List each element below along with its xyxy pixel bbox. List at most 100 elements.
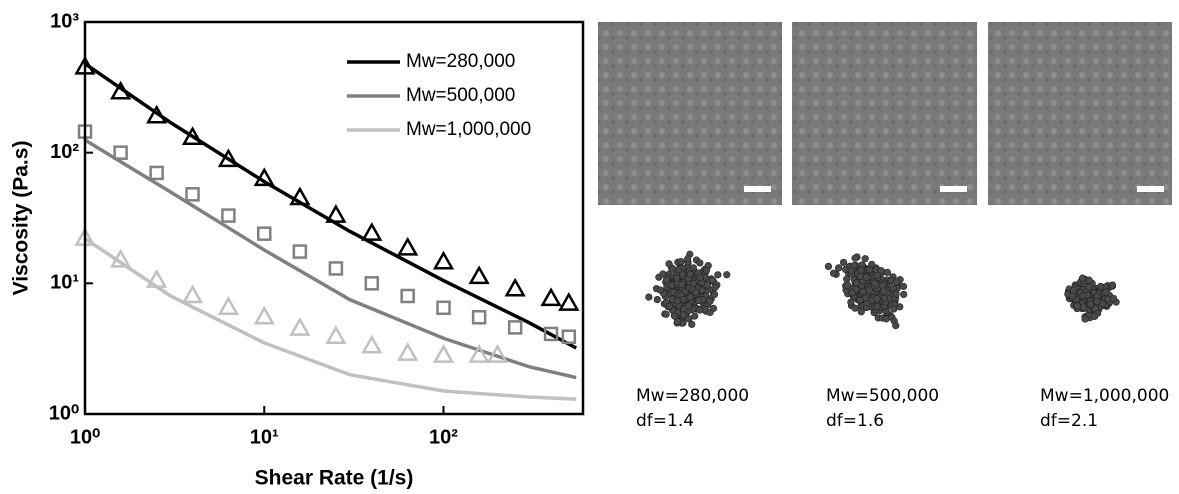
marker: [330, 262, 342, 274]
cluster-particle: [690, 280, 697, 287]
cluster-particle: [874, 303, 881, 310]
cluster-particle: [884, 269, 891, 276]
legend-label: Mw=280,000: [406, 51, 515, 72]
cluster-particle: [900, 283, 907, 290]
y-tick-label: 10³: [50, 10, 79, 32]
sem-image: [988, 22, 1172, 205]
cluster-particle: [866, 287, 873, 294]
cluster-particle: [1074, 303, 1081, 310]
cluster-particle: [684, 256, 691, 263]
cluster-particle: [654, 296, 661, 303]
scale-bar: [940, 186, 967, 192]
marker: [220, 299, 237, 314]
sem-image: [792, 22, 977, 205]
marker: [435, 347, 452, 362]
marker: [151, 167, 163, 179]
cluster-particle: [881, 295, 888, 302]
cluster-particle: [1091, 313, 1098, 320]
cluster-particle: [711, 291, 718, 298]
cluster-particle: [679, 281, 686, 288]
marker: [222, 210, 234, 222]
cluster-particle: [890, 306, 897, 313]
cluster-particle: [853, 280, 860, 287]
marker: [327, 207, 344, 222]
marker: [327, 328, 344, 343]
cluster-particle: [690, 265, 697, 272]
marker: [399, 345, 416, 360]
x-axis-label: Shear Rate (1/s): [255, 467, 414, 490]
marker: [115, 147, 127, 159]
marker: [438, 302, 450, 314]
y-tick-label: 10¹: [50, 272, 79, 294]
cluster-particle: [678, 258, 685, 265]
cluster: [1065, 275, 1120, 323]
marker: [187, 188, 199, 200]
panel-caption: Mw=280,000: [636, 386, 749, 406]
marker: [509, 321, 521, 333]
marker: [471, 268, 488, 283]
panel-dimension: df=1.4: [636, 411, 694, 431]
cluster-particle: [848, 267, 855, 274]
cluster-particle: [704, 282, 711, 289]
cluster-particle: [840, 259, 847, 266]
marker: [148, 272, 165, 287]
marker: [363, 225, 380, 240]
cluster-particle: [695, 297, 702, 304]
marker: [291, 320, 308, 335]
cluster-particle: [685, 302, 692, 309]
cluster-particle: [1109, 282, 1116, 289]
cluster: [646, 251, 731, 328]
cluster-particle: [706, 298, 713, 305]
cluster-particle: [697, 307, 704, 314]
cluster-particle: [1103, 289, 1110, 296]
y-axis-label: Viscosity (Pa.s): [10, 141, 33, 296]
cluster-particle: [874, 272, 881, 279]
x-tick-label: 10²: [429, 426, 458, 448]
marker: [507, 280, 524, 295]
cluster-particle: [862, 295, 869, 302]
cluster-particle: [1079, 275, 1086, 282]
marker: [402, 290, 414, 302]
y-tick-label: 10⁰: [49, 402, 79, 424]
cluster-particle: [710, 305, 717, 312]
cluster-particle: [830, 270, 837, 277]
cluster-particle: [1110, 295, 1117, 302]
cluster-particle: [866, 266, 873, 273]
legend-label: Mw=1,000,000: [406, 119, 531, 140]
scale-bar: [1137, 186, 1164, 192]
cluster-particle: [900, 291, 907, 298]
cluster-particle: [666, 303, 673, 310]
cluster-particle: [663, 311, 670, 318]
marker: [294, 246, 306, 258]
cluster-particle: [1080, 292, 1087, 299]
marker: [258, 228, 270, 240]
marker: [363, 337, 380, 352]
cluster-particle: [860, 288, 867, 295]
cluster-particle: [723, 271, 730, 278]
cluster-particle: [657, 287, 664, 294]
cluster-particle: [697, 260, 704, 267]
legend-label: Mw=500,000: [406, 85, 515, 106]
scale-bar: [744, 186, 771, 192]
cluster-particle: [858, 267, 865, 274]
cluster-particle: [852, 305, 859, 312]
marker: [543, 290, 560, 305]
cluster-particle: [680, 312, 687, 319]
cluster-particle: [852, 255, 859, 262]
marker: [366, 277, 378, 289]
cluster-particle: [892, 322, 899, 329]
cluster-particle: [646, 294, 653, 301]
cluster-particle: [880, 288, 887, 295]
cluster-particle: [692, 289, 699, 296]
cluster-particle: [890, 285, 897, 292]
cluster-particle: [848, 299, 855, 306]
cluster-particle: [843, 276, 850, 283]
cluster-particle: [825, 263, 832, 270]
cluster-particle: [857, 273, 864, 280]
cluster-particle: [863, 274, 870, 281]
fit-line: [85, 64, 576, 348]
panel-caption: Mw=1,000,000: [1040, 386, 1169, 406]
cluster-particle: [1069, 293, 1076, 300]
cluster-particle: [660, 271, 667, 278]
cluster-particle: [687, 294, 694, 301]
